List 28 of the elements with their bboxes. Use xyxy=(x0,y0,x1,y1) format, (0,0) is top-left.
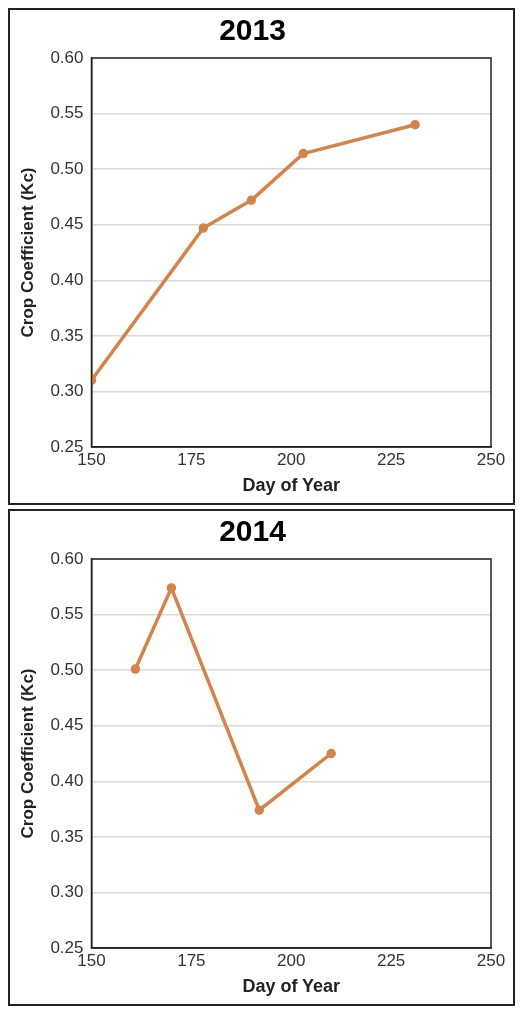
x-tick-label: 175 xyxy=(177,449,206,469)
y-tick-label: 0.30 xyxy=(50,381,84,401)
y-tick-label: 0.60 xyxy=(50,47,84,67)
x-axis-title: Day of Year xyxy=(242,475,341,496)
y-tick-label: 0.55 xyxy=(50,103,84,123)
y-tick-label: 0.40 xyxy=(50,269,84,289)
x-tick-label: 225 xyxy=(376,449,406,469)
x-tick-label: 200 xyxy=(277,950,306,970)
y-tick-label: 0.35 xyxy=(50,325,84,345)
chart-title: 2013 xyxy=(219,13,286,47)
y-axis-title: Crop Coefficient (Kc) xyxy=(17,668,37,839)
chart-title: 2014 xyxy=(219,514,287,548)
y-axis-title: Crop Coefficient (Kc) xyxy=(17,167,37,338)
y-tick-label: 0.50 xyxy=(50,659,84,679)
y-tick-label: 0.60 xyxy=(50,548,84,568)
y-tick-label: 0.45 xyxy=(50,214,84,234)
y-tick-label: 0.45 xyxy=(50,715,84,735)
x-tick-label: 175 xyxy=(177,950,206,970)
x-tick-label: 200 xyxy=(277,449,306,469)
x-tick-label: 250 xyxy=(476,449,506,469)
y-tick-label: 0.30 xyxy=(50,882,84,902)
x-tick-label: 250 xyxy=(476,950,506,970)
y-tick-label: 0.35 xyxy=(50,826,84,846)
x-axis-title: Day of Year xyxy=(242,976,341,997)
x-tick-label: 225 xyxy=(376,950,406,970)
y-tick-label: 0.40 xyxy=(50,770,84,790)
y-tick-label: 0.50 xyxy=(50,158,84,178)
y-tick-label: 0.55 xyxy=(50,604,84,624)
